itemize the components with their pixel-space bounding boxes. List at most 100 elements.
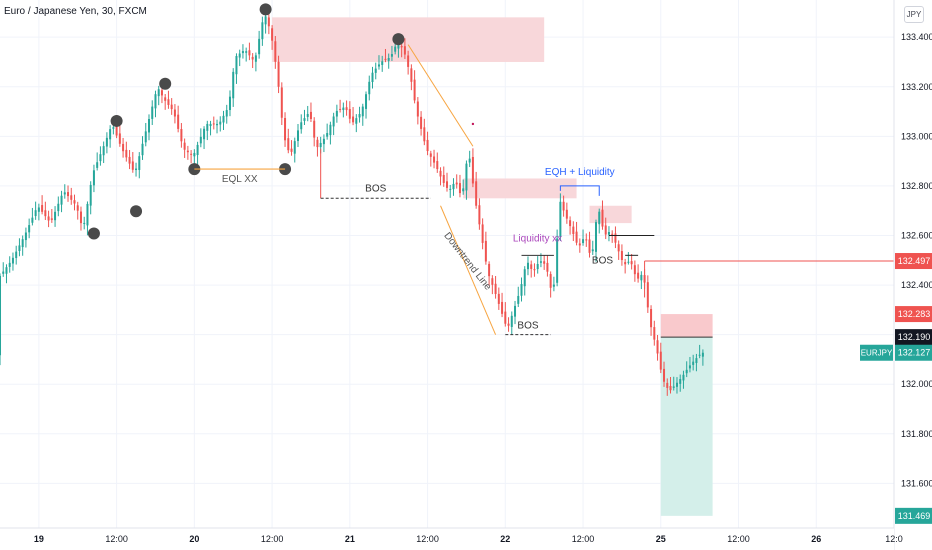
candle-body [604, 225, 607, 235]
candle [565, 202, 568, 224]
candle [102, 141, 105, 164]
candle-body [491, 278, 494, 285]
candle-body [692, 361, 695, 365]
candle [562, 195, 565, 217]
candle [329, 121, 332, 145]
candle [381, 55, 384, 72]
candle-body [507, 323, 510, 326]
candle-body [63, 192, 66, 195]
candle [274, 35, 277, 69]
candle [624, 258, 627, 274]
candle [335, 104, 338, 123]
candle-body [510, 315, 513, 327]
candle-body [173, 109, 176, 117]
candle-body [523, 269, 526, 287]
price-badge-label: 131.469 [898, 511, 931, 521]
candle [54, 206, 57, 227]
price-axis: 133.400 133.200 133.000 132.800 132.600 132.4… [860, 0, 932, 550]
candle [601, 200, 604, 230]
chart-grid [0, 0, 895, 528]
candle-body [536, 264, 539, 270]
candle-body [67, 192, 70, 197]
candle-body [539, 261, 542, 263]
currency-button[interactable]: JPY [904, 6, 924, 23]
price-axis-bg [894, 0, 932, 550]
candle-body [190, 153, 193, 155]
candle [666, 378, 669, 396]
candle [2, 262, 5, 277]
candle [672, 376, 675, 391]
candle-body [426, 139, 429, 152]
candle-body [481, 224, 484, 243]
candle [196, 141, 199, 165]
candle [254, 52, 257, 72]
candlestick-series [0, 12, 704, 396]
candle [646, 275, 649, 313]
candle [170, 98, 173, 115]
candle-body [34, 210, 37, 217]
candle [141, 136, 144, 160]
candle [442, 166, 445, 187]
candle [300, 114, 303, 134]
candle-body [429, 153, 432, 157]
candle-body [394, 46, 397, 52]
candle-body [86, 203, 89, 226]
candle [296, 123, 300, 147]
candle [209, 120, 212, 136]
candle-body [319, 142, 322, 148]
time-tick-label: 19 [34, 534, 44, 544]
candle-body [682, 374, 685, 381]
candle-body [50, 218, 53, 220]
candle-body [15, 251, 18, 259]
candle-body [698, 354, 701, 356]
candle-body [588, 239, 591, 253]
candle-body [420, 116, 423, 129]
candle-body [501, 301, 504, 314]
swing-low-marker [87, 227, 100, 240]
candle [261, 16, 264, 46]
candle [313, 117, 316, 147]
candle-body [701, 352, 704, 357]
candle-body [287, 138, 290, 151]
price-tick-label: 132.000 [901, 379, 932, 389]
candle [377, 55, 380, 70]
candle [173, 104, 176, 124]
candle-body [5, 267, 8, 274]
candle-body [666, 382, 669, 388]
candle-body [520, 284, 523, 296]
candle [50, 209, 53, 223]
candle-body [355, 118, 358, 124]
candle [698, 344, 701, 359]
candle [585, 233, 588, 247]
candle [575, 221, 578, 246]
candle-body [656, 340, 659, 354]
candle [8, 256, 11, 273]
candle [89, 181, 92, 215]
candle-body [8, 262, 11, 267]
candle [342, 102, 345, 118]
candle-body [384, 58, 387, 60]
candle-body [118, 133, 121, 144]
candle [34, 201, 37, 220]
candle [241, 44, 244, 59]
candle-body [620, 251, 623, 261]
candle-body [309, 111, 312, 119]
candle [365, 91, 368, 119]
candle-body [138, 156, 141, 170]
time-tick-label: 12:00 [572, 534, 595, 544]
candle [517, 286, 520, 308]
price-tick-label: 131.800 [901, 429, 932, 439]
candle [326, 123, 329, 140]
candle-body [669, 386, 672, 391]
candle [164, 94, 167, 110]
candle [439, 167, 442, 186]
candle [271, 25, 274, 50]
candle-body [559, 201, 562, 237]
candle [76, 201, 79, 220]
candle-body [433, 156, 436, 163]
candle-body [326, 133, 329, 137]
candle [348, 101, 351, 124]
candle-body [578, 243, 581, 246]
candle-body [254, 55, 257, 62]
